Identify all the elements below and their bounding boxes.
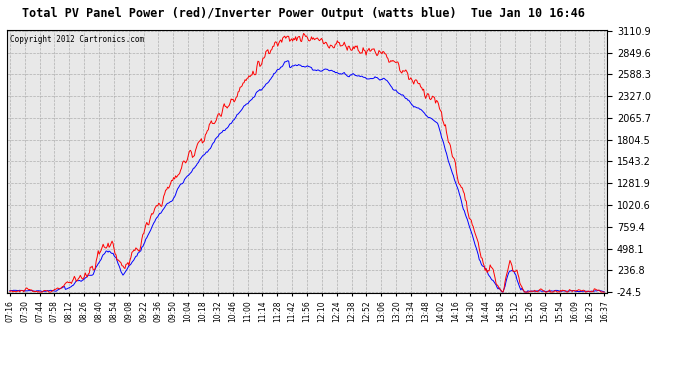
Text: Copyright 2012 Cartronics.com: Copyright 2012 Cartronics.com (10, 35, 144, 44)
Text: Total PV Panel Power (red)/Inverter Power Output (watts blue)  Tue Jan 10 16:46: Total PV Panel Power (red)/Inverter Powe… (22, 8, 585, 21)
